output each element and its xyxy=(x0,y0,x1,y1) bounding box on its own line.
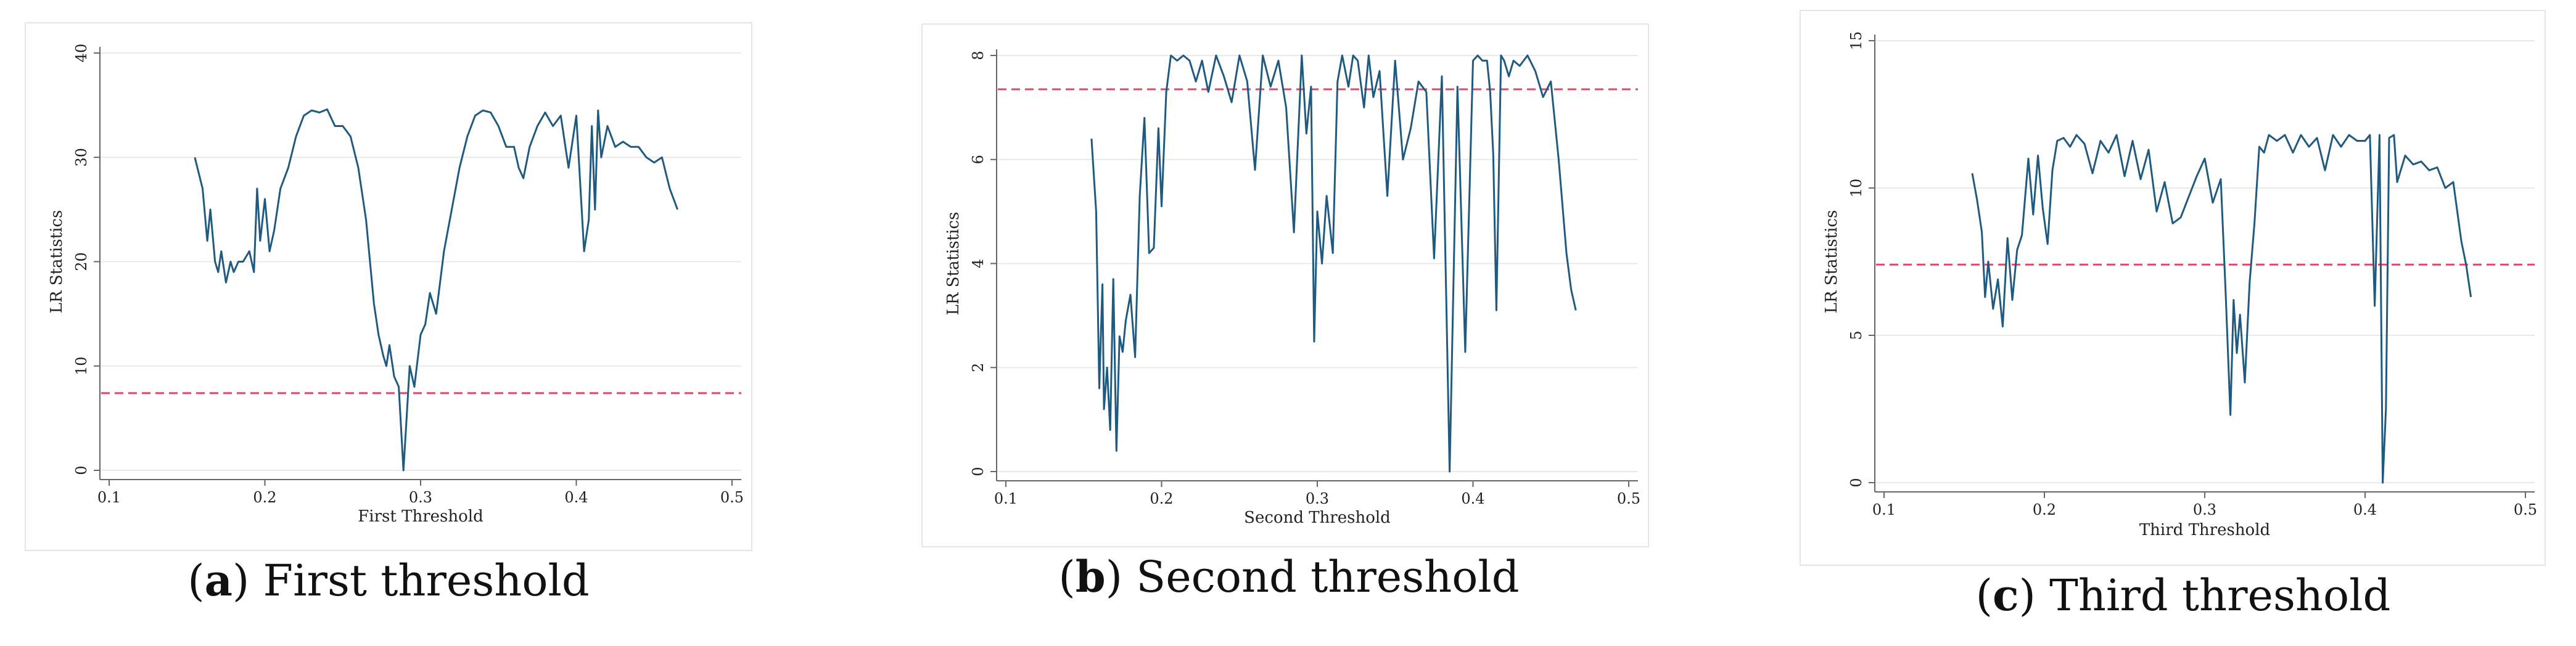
x-tick-label: 0.2 xyxy=(1150,490,1173,507)
x-axis-label: Second Threshold xyxy=(1244,509,1391,527)
y-axis-label: LR Statistics xyxy=(944,212,963,316)
y-tick-label: 8 xyxy=(969,51,987,60)
line-chart-third-threshold: 0 5 10 15 0.1 0.2 0.3 0.4 0.5 Third Threshold LR S… xyxy=(1822,31,2537,539)
x-tick-label: 0.1 xyxy=(1872,501,1896,518)
y-tick-label: 2 xyxy=(969,363,987,372)
chart-panel-second: 0 2 4 6 8 0.1 0.2 0.3 0.4 0.5 Second Threshold LR S… xyxy=(921,23,1649,547)
y-tick-label: 0 xyxy=(969,467,987,476)
caption-letter: b xyxy=(1075,551,1106,602)
y-axis-label: LR Statistics xyxy=(47,210,66,314)
caption-open-paren: ( xyxy=(1058,552,1076,602)
y-tick-label: 10 xyxy=(1848,179,1865,198)
caption-text: ) First threshold xyxy=(232,555,590,606)
y-tick-label: 4 xyxy=(969,259,987,268)
y-tick-label: 20 xyxy=(73,252,90,271)
x-axis-label: First Threshold xyxy=(358,507,483,526)
x-tick-label: 0.3 xyxy=(409,489,432,506)
line-chart-second-threshold: 0 2 4 6 8 0.1 0.2 0.3 0.4 0.5 Second Threshold LR S… xyxy=(944,49,1640,527)
x-tick-label: 0.1 xyxy=(994,490,1018,507)
x-tick-label: 0.5 xyxy=(720,489,744,506)
y-tick-label: 6 xyxy=(969,155,987,164)
y-tick-label: 0 xyxy=(1848,478,1865,487)
caption-letter: c xyxy=(1992,570,2019,621)
x-tick-label: 0.3 xyxy=(2193,501,2216,518)
x-tick-label: 0.3 xyxy=(1306,490,1329,507)
lr-statistic-series-line xyxy=(194,108,679,472)
line-chart-first-threshold: 0 10 20 30 40 0.1 0.2 0.3 0.4 0.5 First Threshold L… xyxy=(47,44,744,526)
x-tick-label: 0.2 xyxy=(253,489,276,506)
y-tick-label: 0 xyxy=(73,465,90,475)
caption-third: (c) Third threshold xyxy=(1961,570,2405,621)
caption-text: ) Third threshold xyxy=(2018,570,2391,621)
lr-statistic-series-line xyxy=(1090,54,1577,473)
caption-open-paren: ( xyxy=(187,555,205,606)
caption-second: (b) Second threshold xyxy=(1024,551,1554,602)
x-tick-label: 0.4 xyxy=(1461,490,1484,507)
caption-first: (a) First threshold xyxy=(185,555,592,606)
chart-panel-third: 0 5 10 15 0.1 0.2 0.3 0.4 0.5 Third Threshold LR S… xyxy=(1800,10,2546,566)
chart-panel-first: 0 10 20 30 40 0.1 0.2 0.3 0.4 0.5 First Threshold L… xyxy=(25,22,752,551)
x-tick-label: 0.5 xyxy=(2514,501,2537,518)
y-tick-label: 40 xyxy=(73,44,90,63)
x-axis-label: Third Threshold xyxy=(2139,521,2270,539)
x-tick-label: 0.4 xyxy=(2353,501,2377,518)
caption-text: ) Second threshold xyxy=(1105,552,1520,602)
x-tick-label: 0.1 xyxy=(97,489,121,506)
y-tick-label: 5 xyxy=(1848,330,1865,340)
lr-statistic-series-line xyxy=(1971,134,2472,484)
y-tick-label: 10 xyxy=(73,356,90,375)
x-tick-label: 0.5 xyxy=(1617,490,1640,507)
caption-open-paren: ( xyxy=(1975,570,1993,621)
y-tick-label: 30 xyxy=(73,148,90,167)
x-tick-label: 0.4 xyxy=(564,489,588,506)
caption-letter: a xyxy=(204,555,232,606)
y-axis-label: LR Statistics xyxy=(1822,210,1841,314)
y-tick-label: 15 xyxy=(1848,31,1865,51)
x-tick-label: 0.2 xyxy=(2033,501,2056,518)
